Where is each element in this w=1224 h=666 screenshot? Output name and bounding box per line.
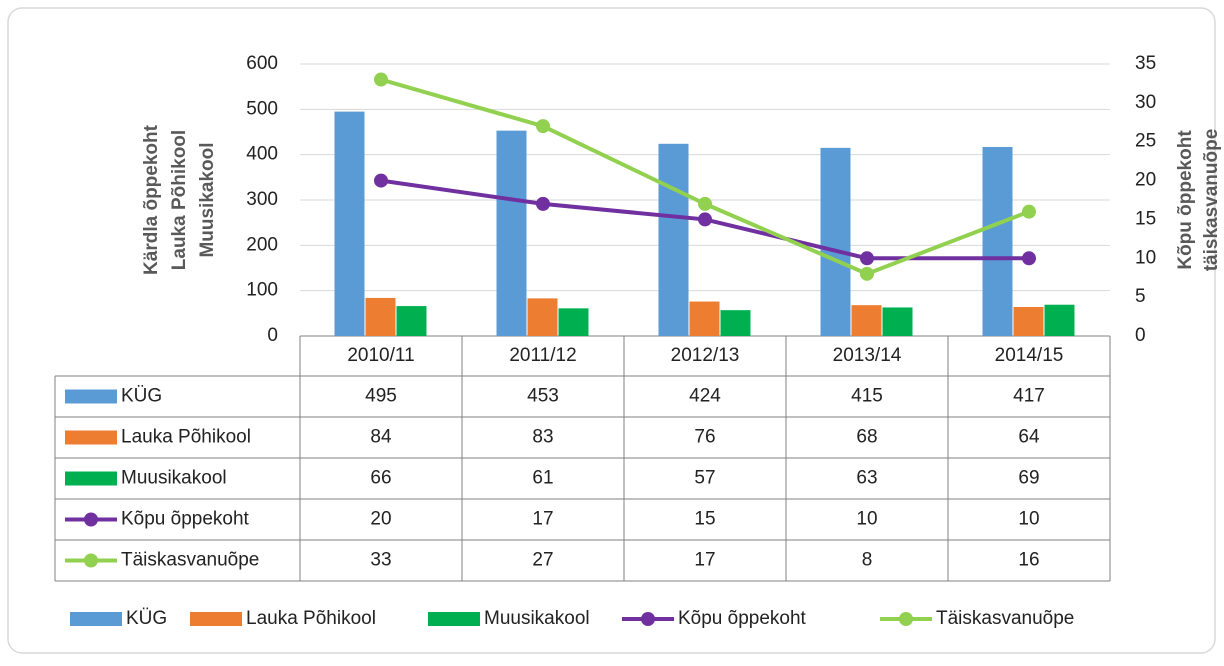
bar [396,306,427,336]
y-tick-label: 400 [246,144,278,165]
bar [658,143,689,336]
legend-label: Täiskasvanuõpe [936,608,1074,629]
table-key [84,553,98,568]
legend-label: Muusikakool [484,608,590,629]
table-key [65,430,117,445]
bar [496,130,527,336]
table-cell: 8 [862,550,873,571]
bar [334,111,365,336]
table-cell: 63 [856,468,877,489]
chart-frame [7,7,1216,654]
y-tick-label: 500 [246,98,278,119]
table-key [84,512,98,527]
bar [365,297,396,336]
legend-key [190,612,242,626]
y-tick-label: 200 [246,234,278,255]
point [860,266,874,281]
y2-axis-title: Kõpu õppekoht [1175,130,1196,270]
bar [527,298,558,336]
table-cell: 66 [370,468,391,489]
bar [720,310,751,336]
point [860,251,874,266]
table-cell: 68 [856,427,877,448]
table-key [65,471,117,486]
table-cell: 17 [694,550,715,571]
point [1022,251,1036,266]
bar [851,305,882,336]
table-cell: 424 [689,386,721,407]
table-cell: 15 [694,509,715,530]
y-axis-title: Kärdla õppekoht [141,124,162,275]
y2-tick-label: 5 [1135,286,1146,307]
table-cell: 27 [532,550,553,571]
bar [982,146,1013,336]
table-cell: 69 [1018,468,1039,489]
y2-tick-label: 10 [1135,247,1156,268]
x-tick-label: 2013/14 [833,345,902,366]
legend-key [899,612,913,626]
point [374,173,388,188]
table-cell: 16 [1018,550,1039,571]
x-tick-label: 2011/12 [509,345,576,366]
y2-tick-label: 15 [1135,208,1156,229]
legend-key [641,612,655,626]
x-tick-label: 2010/11 [347,345,414,366]
point [374,72,388,87]
table-cell: 17 [532,509,553,530]
bar [558,308,589,336]
y-tick-label: 300 [246,189,278,210]
point [698,196,712,211]
table-cell: 10 [856,509,877,530]
point [536,196,550,211]
table-key [65,389,117,404]
table-cell: 33 [370,550,391,571]
point [1022,204,1036,219]
row-label: KÜG [121,386,162,407]
table-cell: 495 [365,386,397,407]
y-tick-label: 600 [246,53,278,74]
row-label: Muusikakool [121,468,227,489]
row-label: Lauka Põhikool [121,427,251,448]
y2-tick-label: 0 [1135,325,1146,346]
legend-label: KÜG [126,608,167,629]
table-cell: 76 [694,427,715,448]
bar [1013,306,1044,336]
x-tick-label: 2012/13 [671,345,740,366]
y-tick-label: 100 [246,280,278,301]
table-cell: 57 [694,468,715,489]
legend-key [428,612,480,626]
legend-label: Kõpu õppekoht [678,608,807,629]
legend-key [70,612,122,626]
row-label: Täiskasvanuõpe [121,550,259,571]
bar [1044,304,1075,336]
table-cell: 453 [527,386,559,407]
table-cell: 417 [1013,386,1045,407]
table-cell: 20 [370,509,391,530]
point [536,119,550,134]
legend-label: Lauka Põhikool [246,608,376,629]
y-axis-title: Muusikakool [197,142,218,257]
bar [820,147,851,336]
table-cell: 61 [532,468,553,489]
table-cell: 64 [1018,427,1040,448]
x-tick-label: 2014/15 [995,345,1064,366]
table-cell: 10 [1018,509,1039,530]
y2-tick-label: 30 [1135,92,1156,113]
y-tick-label: 0 [267,325,278,346]
row-label: Kõpu õppekoht [121,509,250,530]
y2-axis-title: täiskasvanuõpe [1201,129,1222,272]
table-cell: 83 [532,427,553,448]
y2-tick-label: 20 [1135,170,1156,191]
bar [882,307,913,336]
y2-tick-label: 25 [1135,131,1156,152]
y-axis-title: Lauka Põhikool [169,130,190,270]
table-cell: 415 [851,386,883,407]
y2-tick-label: 35 [1135,53,1156,74]
bar [689,301,720,336]
point [698,212,712,227]
table-cell: 84 [370,427,392,448]
